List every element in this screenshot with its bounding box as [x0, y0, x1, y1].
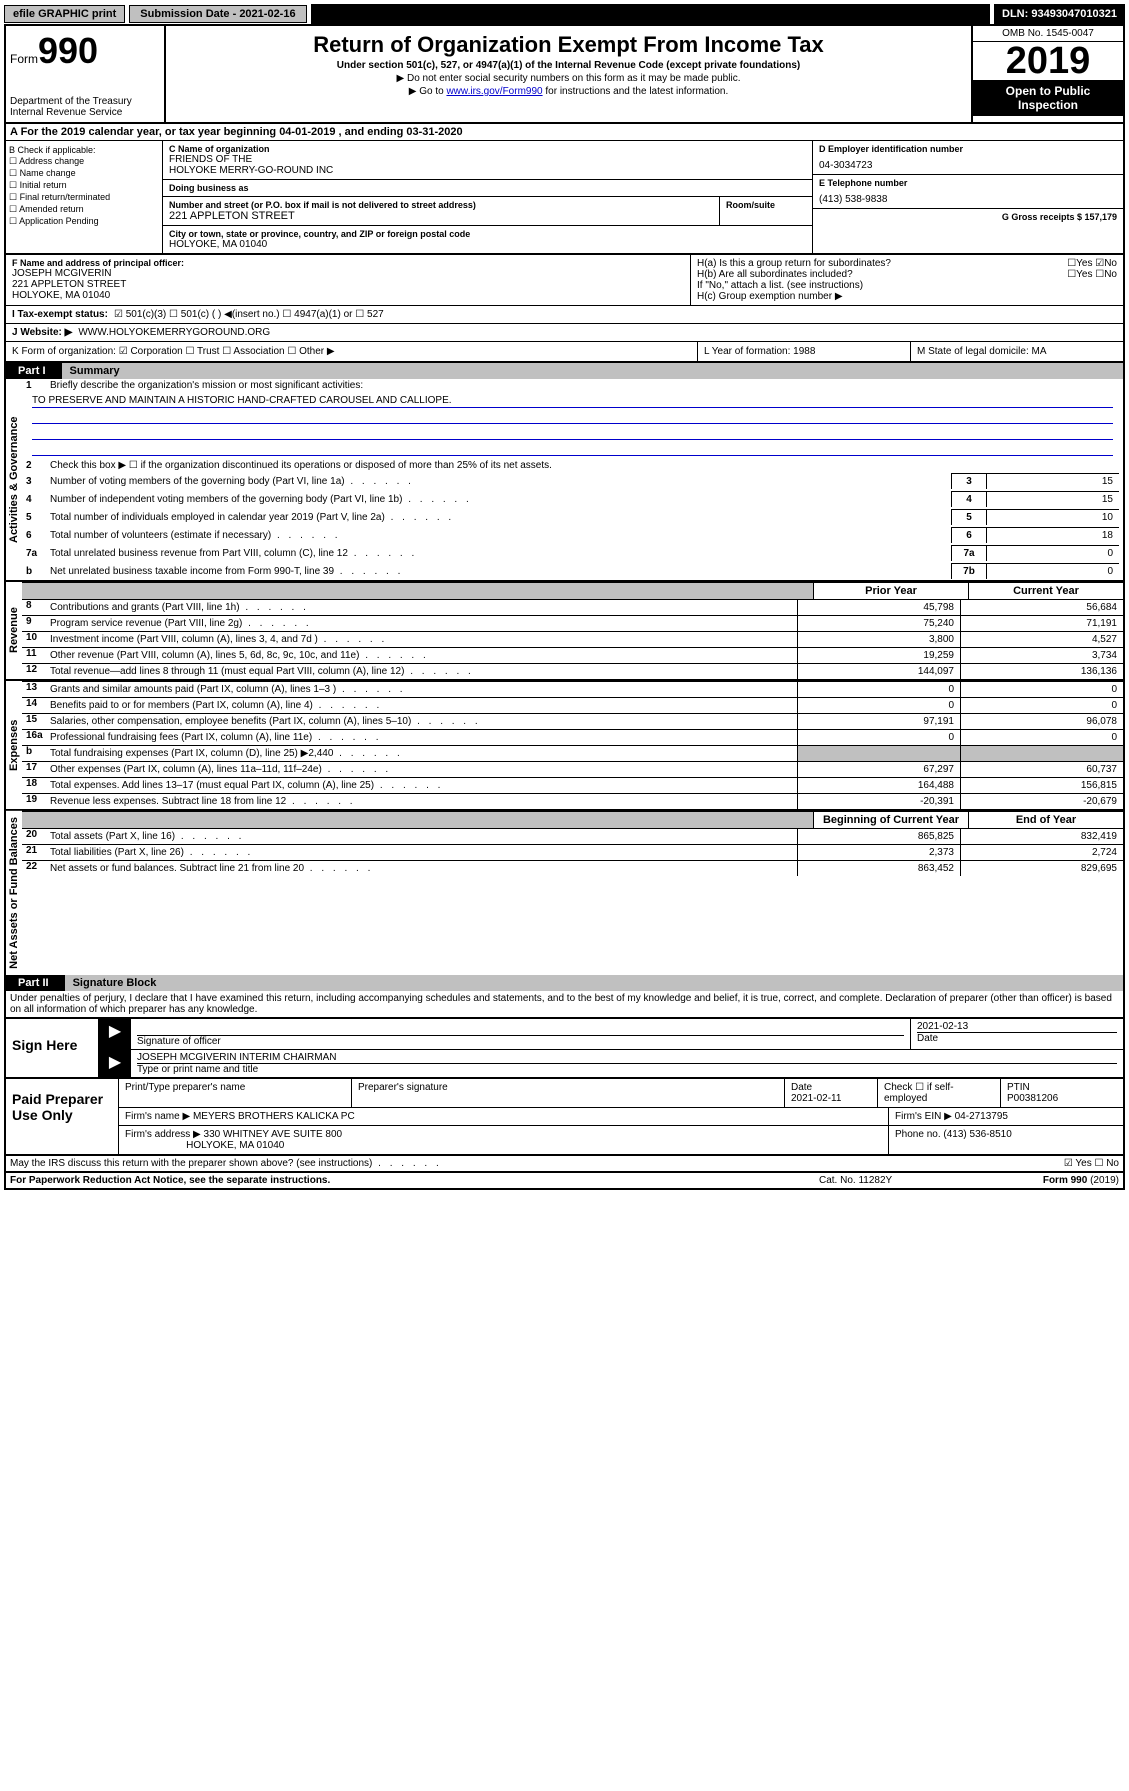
mission-text: TO PRESERVE AND MAINTAIN A HISTORIC HAND… [32, 395, 1113, 408]
row-i-status: I Tax-exempt status: ☑ 501(c)(3) ☐ 501(c… [6, 306, 1123, 324]
tax-status-options[interactable]: ☑ 501(c)(3) ☐ 501(c) ( ) ◀(insert no.) ☐… [114, 309, 384, 320]
data-line-21: 21Total liabilities (Part X, line 26)2,3… [22, 844, 1123, 860]
data-line-18: 18Total expenses. Add lines 13–17 (must … [22, 777, 1123, 793]
box-h: H(a) Is this a group return for subordin… [690, 255, 1123, 305]
data-line-16a: 16aProfessional fundraising fees (Part I… [22, 729, 1123, 745]
submission-date: Submission Date - 2021-02-16 [129, 5, 306, 23]
box-e-phone: E Telephone number (413) 538-9838 [813, 175, 1123, 209]
box-c-address: Number and street (or P.O. box if mail i… [163, 197, 812, 226]
paid-preparer-label: Paid Preparer Use Only [6, 1079, 118, 1154]
data-line-10: 10Investment income (Part VIII, column (… [22, 631, 1123, 647]
sign-here-section: Sign Here ▶ Signature of officer 2021-02… [6, 1017, 1123, 1079]
box-c-name: C Name of organization FRIENDS OF THE HO… [163, 141, 812, 180]
governance-section: Activities & Governance 1Briefly describ… [6, 379, 1123, 582]
form-number: 990 [38, 30, 98, 72]
website-value[interactable]: WWW.HOLYOKEMERRYGOROUND.ORG [78, 327, 270, 338]
netassets-label: Net Assets or Fund Balances [6, 811, 22, 975]
dln-label: DLN: 93493047010321 [994, 4, 1125, 24]
data-line-8: 8Contributions and grants (Part VIII, li… [22, 599, 1123, 615]
data-line-13: 13Grants and similar amounts paid (Part … [22, 681, 1123, 697]
prior-year-header: Prior Year [813, 583, 968, 599]
form-title: Return of Organization Exempt From Incom… [170, 32, 967, 58]
form-container: Form 990 Department of the Treasury Inte… [4, 24, 1125, 1190]
summary-line-6: 6Total number of volunteers (estimate if… [22, 526, 1123, 544]
chk-pending[interactable]: ☐ Application Pending [9, 216, 159, 227]
summary-line-5: 5Total number of individuals employed in… [22, 508, 1123, 526]
row-j-website: J Website: ▶ WWW.HOLYOKEMERRYGOROUND.ORG [6, 324, 1123, 342]
summary-line-7a: 7aTotal unrelated business revenue from … [22, 544, 1123, 562]
row-a-period: A For the 2019 calendar year, or tax yea… [6, 124, 1123, 141]
chk-initial[interactable]: ☐ Initial return [9, 180, 159, 191]
current-year-header: Current Year [968, 583, 1123, 599]
chk-amended[interactable]: ☐ Amended return [9, 204, 159, 215]
h-b-answer[interactable]: ☐Yes ☐No [1067, 269, 1117, 280]
data-line-19: 19Revenue less expenses. Subtract line 1… [22, 793, 1123, 809]
data-line-17: 17Other expenses (Part IX, column (A), l… [22, 761, 1123, 777]
form-subtitle: Under section 501(c), 527, or 4947(a)(1)… [170, 60, 967, 71]
revenue-section: Revenue Prior Year Current Year 8Contrib… [6, 582, 1123, 681]
h-a-answer[interactable]: ☐Yes ☑No [1067, 258, 1117, 269]
k-form-org[interactable]: K Form of organization: ☑ Corporation ☐ … [6, 342, 697, 361]
data-line-12: 12Total revenue—add lines 8 through 11 (… [22, 663, 1123, 679]
note-ssn: ▶ Do not enter social security numbers o… [170, 73, 967, 84]
dept-treasury: Department of the Treasury [10, 96, 160, 107]
data-line-9: 9Program service revenue (Part VIII, lin… [22, 615, 1123, 631]
summary-line-b: bNet unrelated business taxable income f… [22, 562, 1123, 580]
dept-irs: Internal Revenue Service [10, 107, 160, 118]
discuss-answer[interactable]: ☑ Yes ☐ No [959, 1158, 1119, 1169]
sign-here-label: Sign Here [6, 1019, 99, 1077]
box-f-officer: F Name and address of principal officer:… [6, 255, 690, 305]
perjury-statement: Under penalties of perjury, I declare th… [6, 991, 1123, 1017]
l-year: L Year of formation: 1988 [697, 342, 910, 361]
tax-year: 2019 [973, 42, 1123, 80]
summary-line-3: 3Number of voting members of the governi… [22, 472, 1123, 490]
irs-link[interactable]: www.irs.gov/Form990 [446, 86, 542, 97]
box-c-city: City or town, state or province, country… [163, 226, 812, 253]
part-ii-header: Part II Signature Block [6, 975, 1123, 991]
end-header: End of Year [968, 812, 1123, 828]
row-klm: K Form of organization: ☑ Corporation ☐ … [6, 342, 1123, 363]
box-d-ein: D Employer identification number 04-3034… [813, 141, 1123, 175]
summary-line-4: 4Number of independent voting members of… [22, 490, 1123, 508]
m-state: M State of legal domicile: MA [910, 342, 1123, 361]
chk-address[interactable]: ☐ Address change [9, 156, 159, 167]
expenses-label: Expenses [6, 681, 22, 809]
governance-label: Activities & Governance [6, 379, 22, 580]
data-line-14: 14Benefits paid to or for members (Part … [22, 697, 1123, 713]
paid-preparer-section: Paid Preparer Use Only Print/Type prepar… [6, 1079, 1123, 1156]
box-b-checkboxes: B Check if applicable: ☐ Address change … [6, 141, 163, 253]
box-c-dba: Doing business as [163, 180, 812, 197]
beginning-header: Beginning of Current Year [813, 812, 968, 828]
open-public-badge: Open to Public Inspection [973, 80, 1123, 116]
form-word: Form [10, 52, 38, 66]
section-identity: B Check if applicable: ☐ Address change … [6, 141, 1123, 255]
top-spacer [311, 4, 990, 24]
discuss-question: May the IRS discuss this return with the… [6, 1156, 1123, 1173]
chk-final[interactable]: ☐ Final return/terminated [9, 192, 159, 203]
note-goto: ▶ Go to www.irs.gov/Form990 for instruct… [170, 86, 967, 97]
chk-name[interactable]: ☐ Name change [9, 168, 159, 179]
data-line-11: 11Other revenue (Part VIII, column (A), … [22, 647, 1123, 663]
top-bar: efile GRAPHIC print Submission Date - 20… [4, 4, 1125, 24]
netassets-section: Net Assets or Fund Balances Beginning of… [6, 811, 1123, 975]
box-g-receipts: G Gross receipts $ 157,179 [813, 209, 1123, 225]
revenue-label: Revenue [6, 582, 22, 679]
form-header: Form 990 Department of the Treasury Inte… [6, 26, 1123, 124]
data-line-22: 22Net assets or fund balances. Subtract … [22, 860, 1123, 876]
data-line-15: 15Salaries, other compensation, employee… [22, 713, 1123, 729]
data-line-b: bTotal fundraising expenses (Part IX, co… [22, 745, 1123, 761]
form-footer: For Paperwork Reduction Act Notice, see … [6, 1173, 1123, 1188]
part-i-header: Part I Summary [6, 363, 1123, 379]
expenses-section: Expenses 13Grants and similar amounts pa… [6, 681, 1123, 811]
data-line-20: 20Total assets (Part X, line 16)865,8258… [22, 828, 1123, 844]
efile-button[interactable]: efile GRAPHIC print [4, 5, 125, 23]
